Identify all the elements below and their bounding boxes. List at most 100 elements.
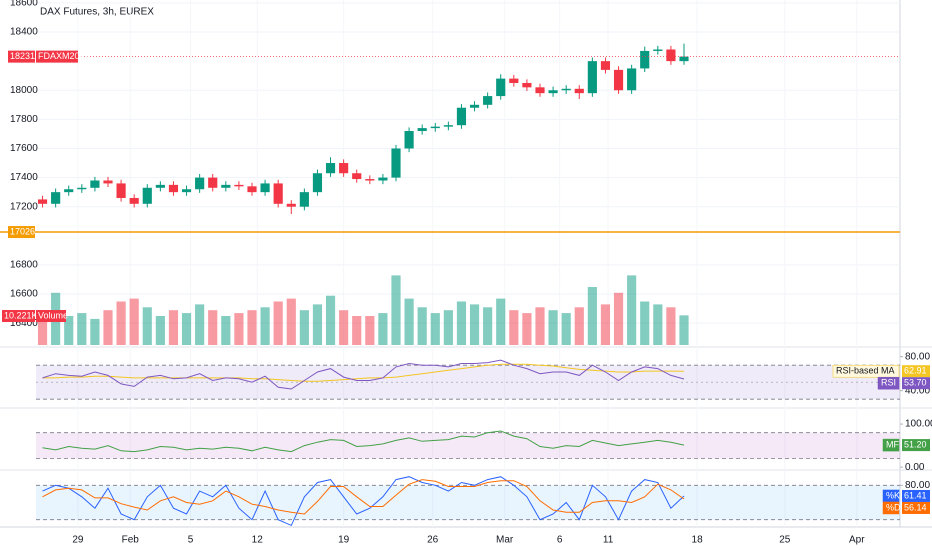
candle-body [325, 163, 336, 174]
volume-bar [378, 313, 388, 345]
candle-body [561, 88, 571, 91]
candle-body [168, 184, 179, 193]
candle-body [208, 177, 218, 188]
volume-bar [286, 298, 296, 345]
series-name: %K [886, 490, 900, 500]
price-badge [8, 50, 35, 63]
volume-bar [535, 307, 545, 345]
volume-bar [221, 316, 231, 345]
candle-body [535, 87, 545, 94]
volume-bar [234, 313, 244, 345]
series-value-badge [902, 501, 930, 514]
series-value-badge [902, 439, 930, 452]
volume-bar [679, 315, 689, 345]
volume-name: Volume [38, 310, 68, 320]
series-value-badge [902, 365, 930, 378]
volume-bar [522, 313, 532, 345]
volume-bar [469, 304, 480, 345]
candle-body [312, 173, 323, 193]
candle-body [443, 125, 453, 127]
candle-body [90, 180, 100, 188]
y-tick-label: 16800 [10, 260, 38, 271]
candle-body [456, 107, 467, 126]
volume-bar [352, 316, 362, 345]
candle-body [273, 183, 283, 204]
x-tick-label: 25 [779, 535, 791, 546]
y-tick-label: 17800 [10, 114, 38, 125]
candle-body [483, 96, 493, 105]
candle-body [391, 148, 401, 178]
volume-bar [548, 310, 558, 345]
series-value-badge [902, 489, 930, 502]
candle-body [142, 187, 152, 204]
volume-bar [195, 304, 205, 345]
volume-bar [208, 310, 218, 345]
series-value: 56.14 [904, 502, 927, 512]
x-tick-label: 19 [338, 535, 350, 546]
series-name-badge [877, 376, 900, 390]
volume-bar [181, 313, 192, 345]
volume-bar [561, 313, 571, 345]
x-tick-label: 26 [427, 535, 439, 546]
pane-tick-label: 80.00 [905, 480, 930, 491]
y-tick-label: 17400 [10, 172, 38, 183]
volume-bar [456, 301, 467, 345]
candle-body [522, 82, 532, 88]
y-tick-label: 18000 [10, 85, 38, 96]
volume-bar [299, 310, 309, 345]
volume-bar [640, 301, 650, 345]
series-name: RSI-based MA [836, 366, 895, 376]
hline-badge [8, 226, 35, 239]
x-tick-label: 29 [72, 535, 84, 546]
volume-bar [325, 295, 336, 345]
candle-body [404, 131, 414, 149]
volume-bar [613, 292, 624, 345]
candle-body [181, 189, 192, 193]
volume-bar [365, 316, 375, 345]
volume-bar [627, 275, 637, 345]
candle-body [469, 104, 480, 108]
hline-label: 17026 [10, 226, 35, 236]
volume-bar [260, 307, 270, 345]
volume-bar [129, 298, 139, 345]
candle-body [600, 61, 611, 70]
candle-body [221, 184, 231, 188]
indicator-line [42, 476, 685, 527]
volume-last-label: 10.221K [4, 310, 38, 320]
candle-body [64, 189, 74, 193]
indicator-line [42, 479, 685, 515]
series-name: %D [886, 502, 901, 512]
candle-body [37, 199, 48, 204]
candle-body [679, 56, 689, 62]
volume-bar [666, 307, 676, 345]
x-tick-label: Mar [496, 535, 514, 546]
symbol-badge [36, 50, 78, 63]
series-name: RSI [881, 378, 896, 388]
candle-body [260, 183, 270, 193]
candle-body [77, 187, 87, 190]
y-tick-label: 17600 [10, 143, 38, 154]
volume-bar [168, 310, 179, 345]
pane-tick-label: 80.00 [905, 351, 930, 362]
x-tick-label: Apr [849, 535, 865, 546]
series-value: 62.91 [904, 366, 927, 376]
pane-tick-label: 40.00 [905, 385, 930, 396]
volume-bar [496, 298, 506, 345]
series-name-badge [882, 438, 900, 452]
volume-bar [443, 310, 453, 345]
volume-bar [90, 318, 100, 345]
volume-name-badge [36, 310, 66, 322]
series-name: MF [886, 439, 899, 449]
x-tick-label: 18 [692, 535, 704, 546]
x-tick-label: 6 [557, 535, 563, 546]
candle-body [587, 61, 597, 94]
candle-body [613, 69, 624, 91]
candle-body [430, 126, 440, 129]
indicator-line [42, 430, 685, 453]
volume-bar [574, 307, 584, 345]
volume-bar [247, 310, 257, 345]
volume-bar [600, 304, 611, 345]
candle-body [574, 88, 584, 94]
